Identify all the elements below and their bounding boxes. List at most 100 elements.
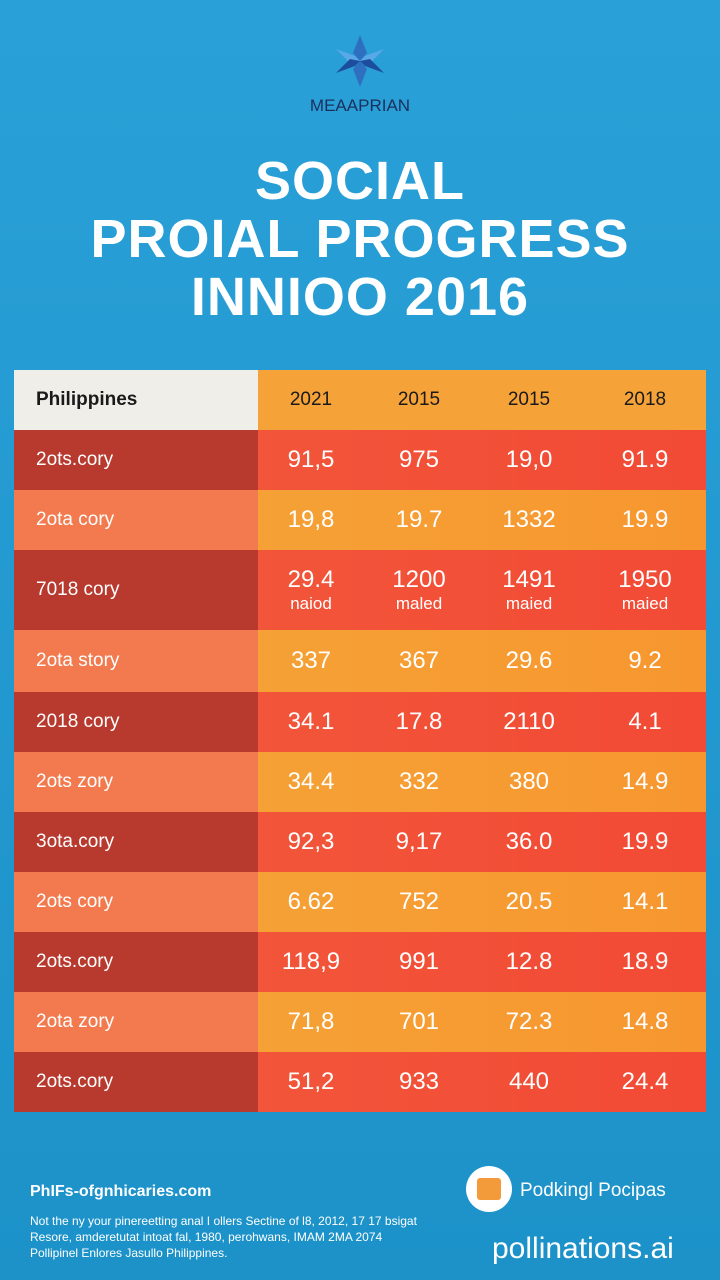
cell-text: 20.5 [505,888,553,915]
footer-note: Pollipinel Enlores Jasullo Philippines. [30,1246,228,1260]
cell-text: Philippines [36,389,138,410]
row-label: 2ots.cory [14,932,258,992]
cell-text: 1491 [502,566,556,593]
cell-text: 2018 cory [36,711,120,732]
cell-text: 4.1 [628,708,662,735]
cell-text: 337 [290,647,332,674]
cell-text: 3ota.cory [36,831,115,852]
cell-text: 19.9 [621,506,669,533]
cell-text: 34.4 [287,768,335,795]
cell-text: 2018 [623,389,667,410]
cell-text: 7018 cory [36,579,120,600]
data-cell: 34.1 [258,692,364,752]
cell-note: maied [621,594,669,613]
cell-text: 71,8 [287,1008,335,1035]
cell-text: 19.9 [621,828,669,855]
partner-icon-fill [477,1178,501,1200]
credit: pollinations.ai [492,1232,674,1265]
data-cell: 9.2 [584,630,706,692]
data-cell: 51,2 [258,1052,364,1112]
data-cell: 440 [474,1052,584,1112]
row-label: 2ota story [14,630,258,692]
cell-text: 72.3 [505,1008,553,1035]
cell-text: 1332 [502,506,556,533]
cell-text: 91.9 [621,446,669,473]
data-cell: 337 [258,630,364,692]
row-band [258,430,706,490]
cell-text: 933 [398,1068,440,1095]
row-label: 2018 cory [14,692,258,752]
data-cell: 72.3 [474,992,584,1052]
data-cell: 701 [364,992,474,1052]
data-cell: 92,3 [258,812,364,872]
row-band [258,630,706,692]
column-header: 2015 [364,370,474,430]
cell-text: 975 [398,446,440,473]
partner-icon [466,1166,512,1212]
header-band [258,370,706,430]
data-cell: 71,8 [258,992,364,1052]
data-cell: 24.4 [584,1052,706,1112]
data-cell: 29.4 naiod [258,550,364,630]
cell-text: 440 [508,1068,550,1095]
cell-text: 2ots.cory [36,1071,114,1092]
row-band [258,992,706,1052]
data-cell: 367 [364,630,474,692]
data-cell: 19,0 [474,430,584,490]
cell-text: 29.4 [287,566,335,593]
cell-text: 36.0 [505,828,553,855]
cell-text: 9,17 [395,828,443,855]
cell-text: 24.4 [621,1068,669,1095]
cell-note: maled [395,594,443,613]
column-header: 2018 [584,370,706,430]
data-cell: 29.6 [474,630,584,692]
data-cell: 36.0 [474,812,584,872]
cell-text: 12.8 [505,948,553,975]
row-label: 2ots zory [14,752,258,812]
cell-text: 2ota zory [36,1011,115,1032]
cell-text: 6.62 [287,888,335,915]
brand: MEAAPRIAN [309,96,411,115]
cell-text: 2021 [289,389,333,410]
data-cell: 1200 maled [364,550,474,630]
row-band [258,812,706,872]
data-cell: 34.4 [258,752,364,812]
data-cell: 9,17 [364,812,474,872]
data-cell: 1950 maied [584,550,706,630]
cell-text: 2ots.cory [36,951,114,972]
cell-text: 367 [398,647,440,674]
data-cell: 380 [474,752,584,812]
row-label: 2ots.cory [14,1052,258,1112]
row-label: 2ota cory [14,490,258,550]
cell-text: 17.8 [395,708,443,735]
data-cell: 975 [364,430,474,490]
row-label: 2ots.cory [14,430,258,490]
title-line: INNIOO 2016 [190,267,530,327]
footer-notes: Not the ny your pinereetting anal I olle… [30,1213,417,1261]
cell-text: 2ots.cory [36,449,114,470]
title-line: PROIAL PROGRESS [90,209,630,269]
cell-text: 701 [398,1008,440,1035]
row-band [258,872,706,932]
cell-text: 991 [398,948,440,975]
cell-text: 92,3 [287,828,335,855]
data-cell: 20.5 [474,872,584,932]
cell-text: 2ota story [36,650,120,671]
row-label: 7018 cory [14,550,258,630]
data-cell: 18.9 [584,932,706,992]
data-cell: 752 [364,872,474,932]
row-label: 3ota.cory [14,812,258,872]
data-cell: 6.62 [258,872,364,932]
footer-site: PhIFs-ofgnhicaries.com [30,1183,212,1200]
corner-cell: Philippines [14,370,258,430]
cell-text: 9.2 [628,647,662,674]
data-cell: 2110 [474,692,584,752]
cell-text: 2015 [397,389,441,410]
data-cell: 1491 maied [474,550,584,630]
cell-text: 2ots cory [36,891,114,912]
cell-note: maied [505,594,553,613]
data-cell: 332 [364,752,474,812]
cell-text: 19.7 [395,506,443,533]
data-cell: 991 [364,932,474,992]
data-cell: 1332 [474,490,584,550]
